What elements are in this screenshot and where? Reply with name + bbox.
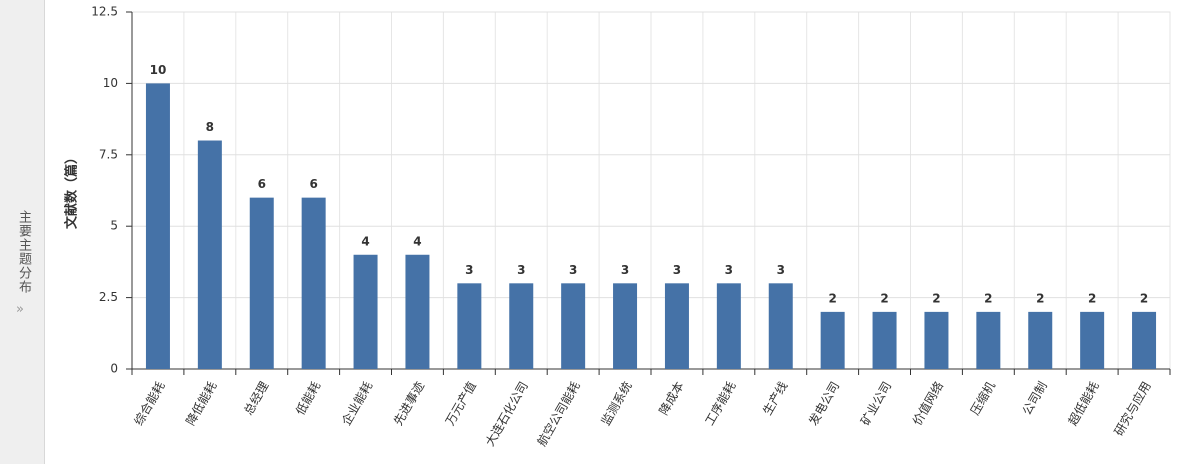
x-tick-label: 压缩机 [967,379,998,418]
bar [457,283,482,369]
x-tick-label: 先进事迹 [391,379,427,428]
bar [197,140,222,369]
x-tick-label: 综合能耗 [131,379,168,428]
data-label: 10 [150,63,167,77]
bar [1080,311,1105,369]
bar [613,283,638,369]
bar [1028,311,1053,369]
x-tick-label: 大连石化公司 [482,379,531,449]
data-label: 2 [984,291,992,305]
x-tick-label: 公司制 [1020,379,1050,417]
data-label: 3 [569,263,577,277]
y-tick-label: 0 [110,362,118,376]
data-label: 3 [465,263,473,277]
x-tick-label: 降低能耗 [183,379,219,428]
bar [301,197,326,369]
data-label: 3 [673,263,681,277]
bar [1132,311,1157,369]
bar [509,283,534,369]
bar [664,283,689,369]
bar [353,254,378,369]
x-tick-label: 矿业公司 [858,379,894,428]
expand-icon[interactable]: » [16,302,24,317]
y-axis-label: 文献数（篇） [64,151,80,229]
data-label: 3 [517,263,525,277]
data-label: 2 [828,291,836,305]
data-label: 6 [258,177,266,191]
x-tick-label: 价值网络 [909,379,946,428]
data-label: 2 [880,291,888,305]
x-tick-label: 监测系统 [599,379,635,428]
x-tick-label: 航空公司能耗 [534,379,583,449]
y-tick-label: 2.5 [99,290,118,304]
x-tick-label: 超低能耗 [1065,379,1102,428]
bar [976,311,1001,369]
data-label: 3 [725,263,733,277]
bar [405,254,430,369]
bar [768,283,793,369]
x-tick-label: 企业能耗 [338,379,375,428]
data-label: 2 [1088,291,1096,305]
bar [872,311,897,369]
y-tick-label: 12.5 [91,5,118,19]
x-tick-label: 发电公司 [805,379,842,428]
x-tick-label: 降成本 [656,379,686,417]
data-label: 4 [361,234,369,248]
y-tick-label: 10 [103,76,118,90]
bar [561,283,586,369]
data-label: 2 [1036,291,1044,305]
data-label: 3 [777,263,785,277]
bar [924,311,949,369]
bar [716,283,741,369]
bar [820,311,845,369]
data-label: 4 [413,234,421,248]
bar [249,197,274,369]
bar [145,83,170,370]
data-label: 8 [206,120,214,134]
data-label: 3 [621,263,629,277]
sidebar-label[interactable]: 主要主题分布 [16,210,31,294]
x-tick-label: 生产线 [760,379,790,417]
x-tick-label: 工序能耗 [701,379,738,428]
y-tick-label: 7.5 [99,147,118,161]
x-tick-label: 总经理 [241,379,271,417]
sidebar[interactable]: 主要主题分布 » [0,0,45,464]
x-tick-label: 低能耗 [293,379,323,417]
data-label: 2 [1140,291,1148,305]
x-tick-label: 研究与应用 [1111,379,1154,438]
data-label: 2 [932,291,940,305]
y-tick-label: 5 [110,219,118,233]
data-label: 6 [309,177,317,191]
x-tick-label: 万元产值 [442,379,479,428]
